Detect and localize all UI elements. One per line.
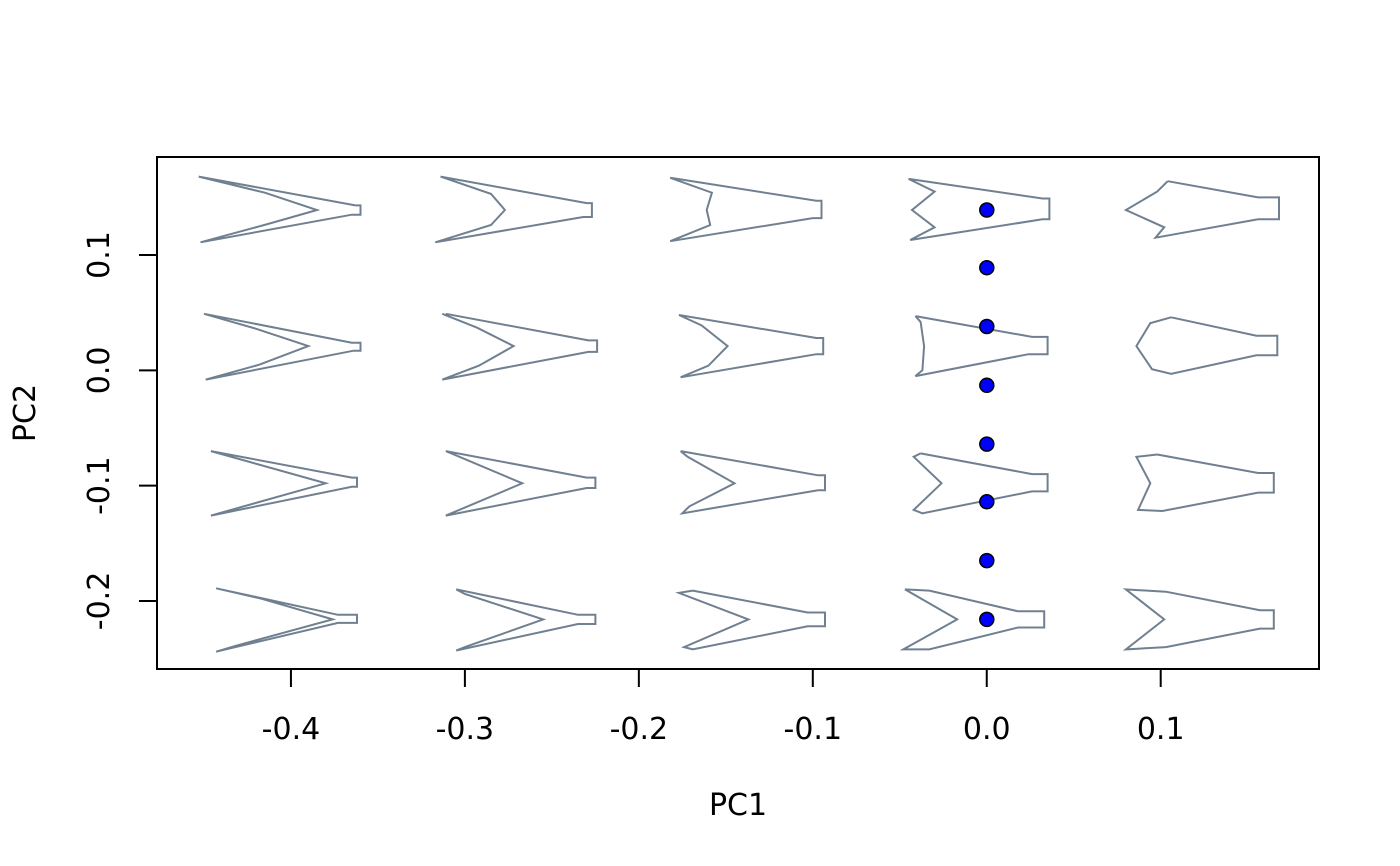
shape-grid bbox=[198, 175, 1280, 653]
x-tick-label: -0.4 bbox=[262, 712, 321, 747]
outline-shape-r2-c5 bbox=[1135, 316, 1279, 375]
data-point bbox=[979, 318, 995, 335]
x-tick-label: -0.2 bbox=[610, 712, 669, 747]
outline-shape-r4-c5 bbox=[1122, 588, 1275, 651]
outline-shape-r3-c1 bbox=[210, 450, 358, 517]
x-axis-title: PC1 bbox=[709, 788, 767, 823]
y-tick-label: 0.1 bbox=[82, 231, 117, 279]
y-tick-label: 0.0 bbox=[82, 346, 117, 394]
x-tick-label: 0.1 bbox=[1137, 712, 1185, 747]
data-point bbox=[979, 202, 995, 218]
data-point bbox=[979, 552, 995, 569]
data-point bbox=[979, 436, 995, 452]
outline-shape-r2-c1 bbox=[203, 312, 362, 381]
data-point bbox=[979, 377, 995, 394]
x-tick-label: 0.0 bbox=[963, 712, 1011, 747]
data-points bbox=[979, 202, 995, 628]
outline-shape-r2-c2 bbox=[441, 312, 599, 381]
x-axis: -0.4 -0.3 -0.2 -0.1 0.0 0.1 bbox=[262, 669, 1185, 747]
outline-shape-r3-c5 bbox=[1134, 453, 1275, 513]
outline-shape-r4-c3 bbox=[675, 589, 826, 651]
outline-shape-r2-c3 bbox=[678, 314, 825, 379]
outline-shape-r1-c2 bbox=[435, 175, 593, 244]
plot-frame bbox=[156, 156, 1320, 670]
outline-shape-r1-c5 bbox=[1123, 180, 1280, 240]
data-point bbox=[979, 259, 995, 276]
y-axis-title: PC2 bbox=[8, 384, 43, 442]
outline-shape-r2-c4 bbox=[914, 315, 1049, 378]
outline-shape-r1-c1 bbox=[198, 175, 362, 244]
outline-shape-r4-c1 bbox=[215, 587, 358, 653]
data-point bbox=[979, 611, 995, 628]
y-tick-label: -0.2 bbox=[82, 572, 117, 631]
outline-shape-r3-c4 bbox=[911, 452, 1049, 515]
outline-shape-r3-c3 bbox=[679, 450, 826, 515]
y-axis: -0.2 -0.1 0.0 0.1 bbox=[82, 231, 157, 630]
data-point bbox=[979, 494, 995, 510]
outline-shape-r4-c2 bbox=[455, 588, 597, 652]
y-tick-label: -0.1 bbox=[82, 456, 117, 515]
outline-shape-r4-c4 bbox=[899, 588, 1046, 651]
outline-shape-r1-c3 bbox=[669, 176, 823, 243]
x-tick-label: -0.3 bbox=[436, 712, 495, 747]
x-tick-label: -0.1 bbox=[784, 712, 843, 747]
outline-shape-r3-c2 bbox=[445, 450, 597, 517]
outline-shape-r1-c4 bbox=[908, 177, 1051, 241]
